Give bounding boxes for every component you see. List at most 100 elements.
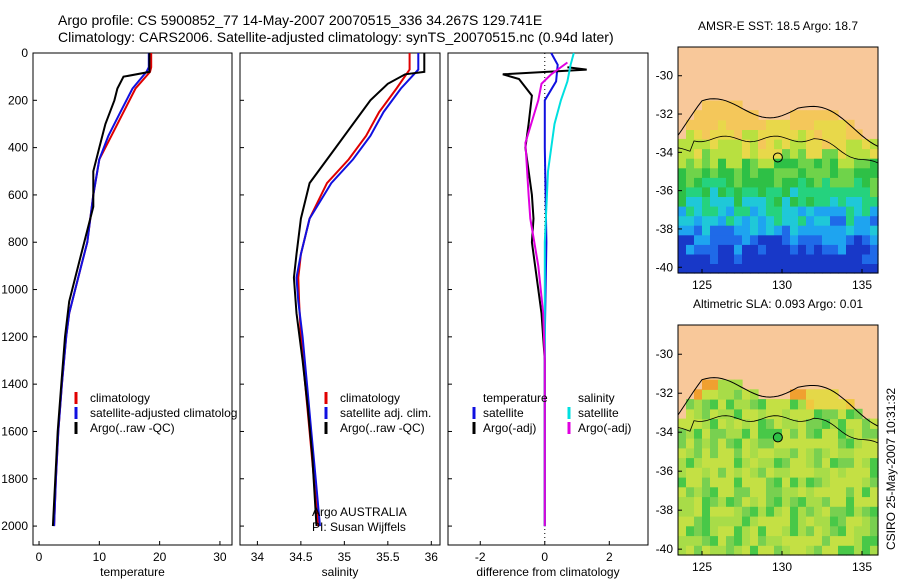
sst-map-cell — [742, 225, 751, 236]
sst-map-cell — [742, 110, 751, 121]
sla-map-cell — [782, 506, 791, 517]
sla-map-cell — [782, 477, 791, 488]
sst-map-cell — [774, 234, 783, 245]
temperature-ytick-label: 800 — [8, 235, 28, 249]
sst-map-cell — [870, 234, 879, 245]
sst-map-cell — [790, 138, 799, 150]
sla-map-cell — [790, 477, 799, 488]
sla-map-cell — [694, 428, 703, 439]
sla-map-cell — [798, 389, 807, 400]
sla-map-cell — [686, 457, 695, 468]
difference-xtick-label: -2 — [475, 550, 486, 564]
temperature-series-argo — [51, 53, 151, 527]
sst-map-cell — [822, 119, 831, 130]
sst-map-ytick-label: -32 — [656, 107, 674, 121]
sst-map-cell — [814, 244, 823, 255]
sla-map-cell — [798, 428, 807, 439]
sla-map-cell — [830, 408, 839, 420]
sst-map-cell — [790, 110, 799, 121]
sst-map-cell — [814, 110, 823, 121]
sla-map-cell — [822, 408, 831, 420]
sla-map-cell — [830, 428, 839, 439]
sla-map-cell — [814, 467, 823, 478]
sst-map-cell — [838, 234, 847, 245]
sst-map-cell — [734, 244, 743, 255]
sst-map-cell — [846, 234, 855, 245]
sst-map-cell — [774, 119, 783, 130]
sla-map-cell — [838, 545, 847, 556]
sst-map-cell — [758, 244, 767, 255]
sla-map-cell — [734, 457, 743, 468]
sla-map-cell — [822, 418, 831, 429]
sst-map-cell — [734, 138, 743, 150]
sla-map-cell — [694, 399, 703, 410]
sst-map-cell — [766, 129, 775, 140]
sla-map-cell — [854, 457, 863, 468]
sst-map-cell — [782, 129, 791, 140]
sla-map-cell — [694, 467, 703, 478]
sla-map-cell — [790, 428, 799, 439]
sla-map-cell — [678, 477, 687, 488]
sst-map-cell — [782, 215, 791, 226]
sst-map-cell — [766, 186, 775, 197]
sla-map-cell — [750, 447, 759, 459]
sla-map-cell — [862, 467, 871, 478]
sst-map-cell — [822, 244, 831, 255]
sst-map-cell — [710, 225, 719, 236]
sst-map-cell — [694, 119, 703, 130]
sst-map-cell — [750, 177, 759, 188]
sla-map-cell — [830, 506, 839, 517]
sla-map-cell — [806, 408, 815, 420]
sst-map-cell — [734, 215, 743, 226]
sst-map-cell — [854, 196, 863, 207]
sst-map-cell — [806, 206, 815, 217]
sst-map-cell — [798, 186, 807, 197]
sst-map-cell — [790, 196, 799, 207]
sst-map-cell — [798, 167, 807, 178]
sst-map-cell — [774, 167, 783, 178]
sst-map-cell — [758, 119, 767, 130]
sla-map-cell — [790, 457, 799, 468]
sla-map-cell — [806, 467, 815, 478]
sst-map-cell — [870, 158, 879, 169]
sla-map-cell — [726, 389, 735, 400]
sla-map-cell — [774, 506, 783, 517]
sla-map-cell — [862, 486, 871, 498]
sla-map-cell — [678, 457, 687, 468]
sla-map-cell — [838, 477, 847, 488]
title-line-2: Climatology: CARS2006. Satellite-adjuste… — [58, 29, 614, 45]
sla-map-cell — [806, 477, 815, 488]
sst-map-cell — [702, 225, 711, 236]
sla-map-cell — [718, 535, 727, 546]
sla-map-cell — [830, 467, 839, 478]
sst-map-cell — [718, 263, 727, 274]
sla-map-cell — [814, 457, 823, 468]
salinity-annotation: Argo AUSTRALIA — [312, 505, 407, 519]
sst-map-cell — [854, 234, 863, 245]
sla-map-cell — [806, 545, 815, 556]
sst-map-cell — [766, 206, 775, 217]
sla-map-cell — [862, 438, 871, 449]
sst-map-cell — [854, 158, 863, 169]
sla-map-cell — [710, 486, 719, 498]
temperature-ytick-label: 1800 — [1, 472, 28, 486]
sst-map-cell — [782, 253, 791, 264]
sst-map-ytick-label: -36 — [656, 184, 674, 198]
sla-map-cell — [734, 525, 743, 537]
sla-map-cell — [854, 428, 863, 439]
sst-map-cell — [830, 167, 839, 178]
sla-map-cell — [710, 379, 719, 390]
sla-map-cell — [742, 408, 751, 420]
sla-map-cell — [838, 418, 847, 429]
sla-map-cell — [782, 418, 791, 429]
salinity-legend-label: Argo(..raw -QC) — [340, 421, 425, 435]
sst-map-cell — [854, 206, 863, 217]
sst-map-cell — [710, 119, 719, 130]
sst-map-cell — [694, 148, 703, 159]
sst-map-cell — [814, 119, 823, 130]
sst-map-cell — [774, 244, 783, 255]
sla-map-cell — [750, 545, 759, 556]
sst-map-cell — [846, 167, 855, 178]
sst-map-cell — [806, 215, 815, 226]
